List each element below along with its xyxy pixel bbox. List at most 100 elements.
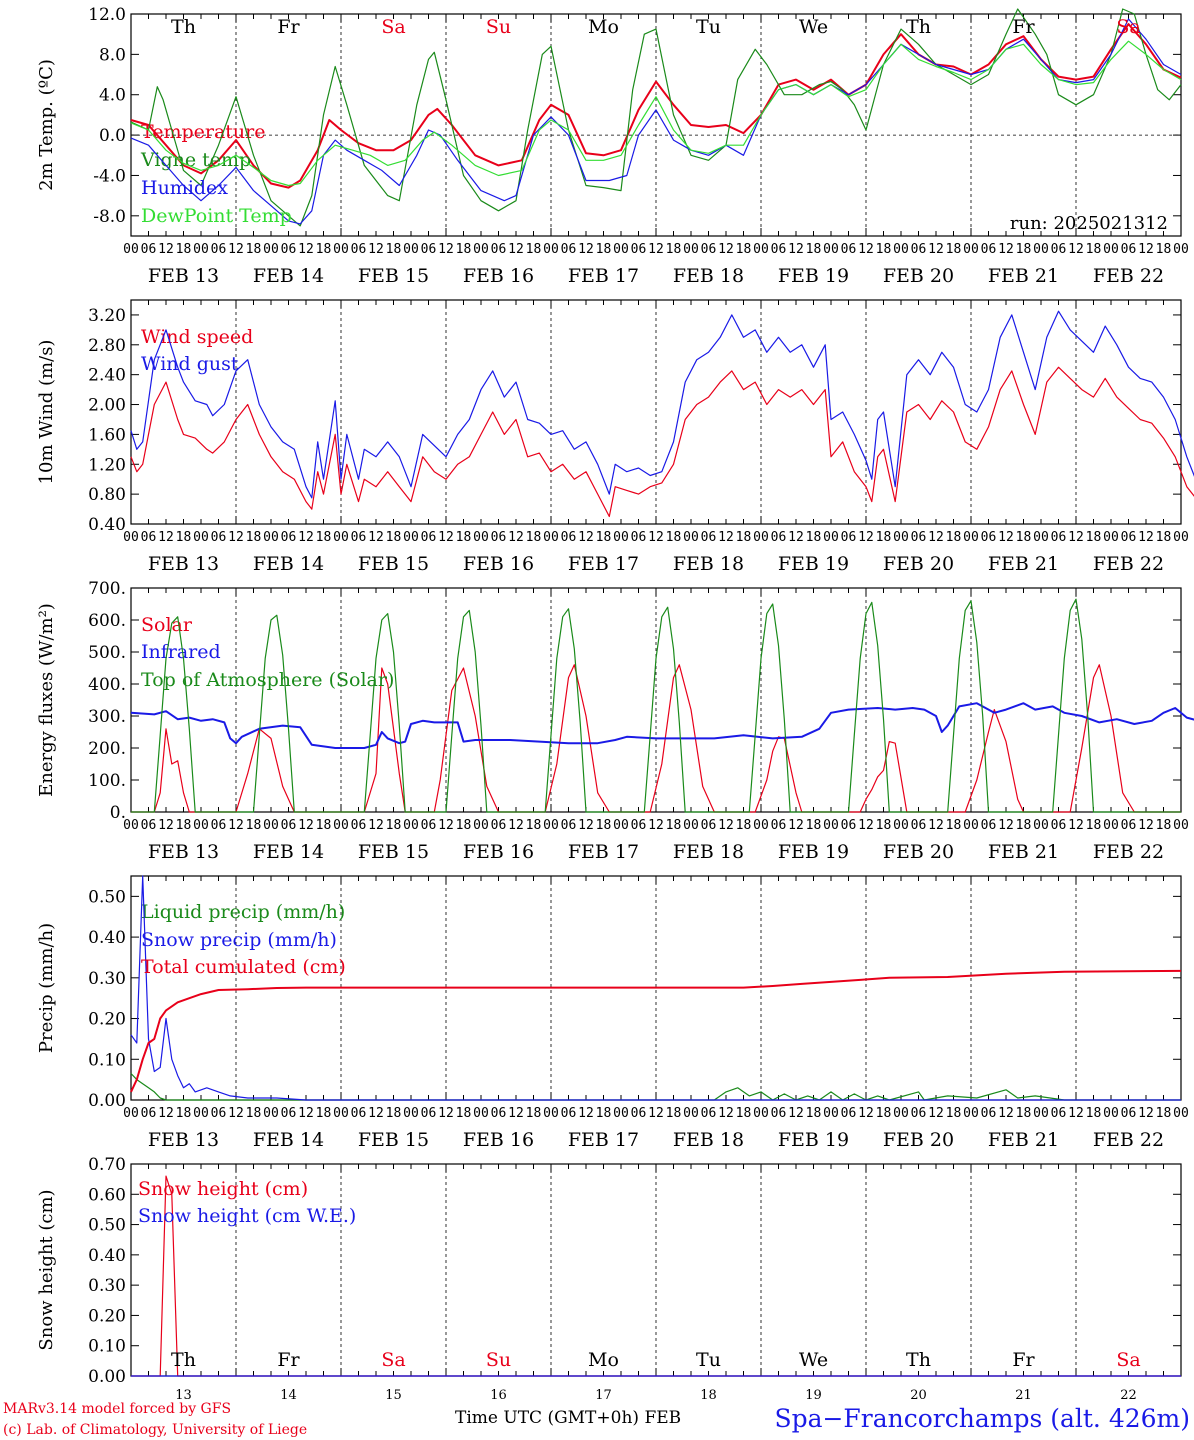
y-tick-label: 2.80 (88, 336, 126, 356)
hour-tick-label: 18 (526, 818, 542, 833)
hour-tick-label: 00 (1033, 530, 1049, 545)
hour-tick-label: 12 (158, 242, 174, 257)
hour-tick-label: 06 (771, 818, 787, 833)
date-label: FEB 15 (358, 265, 429, 287)
date-label: FEB 14 (253, 553, 324, 575)
hour-tick-label: 12 (508, 242, 524, 257)
legend-entry: Snow height (cm) (138, 1178, 308, 1200)
y-tick-label: 12.0 (88, 5, 126, 25)
hour-tick-label: 18 (596, 242, 612, 257)
legend-entry: Top of Atmosphere (Solar) (141, 669, 394, 691)
hour-tick-label: 00 (333, 1106, 349, 1121)
hour-tick-label: 06 (841, 1106, 857, 1121)
hour-tick-label: 18 (876, 530, 892, 545)
hour-tick-label: 12 (578, 242, 594, 257)
hour-tick-label: 18 (666, 242, 682, 257)
station-label: Spa−Francorchamps (alt. 426m) (774, 1404, 1190, 1433)
hour-tick-label: 12 (1068, 818, 1084, 833)
hour-tick-label: 12 (928, 818, 944, 833)
hour-tick-label: 18 (386, 818, 402, 833)
hour-tick-label: 18 (736, 1106, 752, 1121)
y-tick-label: 2.40 (88, 366, 126, 386)
hour-tick-label: 00 (1103, 242, 1119, 257)
hour-tick-label: 00 (1173, 1106, 1189, 1121)
hour-tick-label: 06 (281, 818, 297, 833)
date-label: FEB 17 (568, 1129, 639, 1151)
weekday-label: Mo (588, 16, 619, 38)
y-tick-label: 0.70 (88, 1155, 126, 1175)
hour-tick-label: 12 (298, 1106, 314, 1121)
legend-entry: Vigne temp (140, 149, 251, 171)
hour-tick-label: 06 (911, 530, 927, 545)
hour-tick-label: 12 (998, 242, 1014, 257)
series-line (130, 366, 1194, 518)
hour-tick-label: 12 (858, 818, 874, 833)
series-line (130, 969, 1182, 1093)
hour-tick-label: 06 (841, 242, 857, 257)
date-label: FEB 17 (568, 265, 639, 287)
hour-tick-label: 12 (368, 1106, 384, 1121)
y-tick-label: -4.0 (93, 166, 126, 186)
hour-tick-label: 12 (648, 242, 664, 257)
date-label: FEB 21 (988, 553, 1059, 575)
hour-tick-label: 00 (683, 530, 699, 545)
weekday-label: Th (906, 1349, 931, 1371)
hour-tick-label: 18 (666, 1106, 682, 1121)
run-annotation: run: 2025021312 (1010, 213, 1168, 234)
hour-tick-label: 18 (876, 1106, 892, 1121)
hour-tick-label: 18 (946, 1106, 962, 1121)
weekday-label: Fr (1012, 16, 1035, 38)
hour-tick-label: 06 (631, 530, 647, 545)
hour-tick-label: 00 (823, 1106, 839, 1121)
hour-tick-label: 00 (823, 530, 839, 545)
y-tick-label: 100. (88, 771, 126, 791)
hour-tick-label: 00 (753, 530, 769, 545)
hour-tick-label: 06 (351, 1106, 367, 1121)
hour-tick-label: 12 (368, 818, 384, 833)
hour-tick-label: 12 (1138, 530, 1154, 545)
hour-tick-label: 12 (298, 530, 314, 545)
hour-tick-label: 06 (281, 530, 297, 545)
hour-tick-label: 00 (473, 530, 489, 545)
hour-tick-label: 18 (1016, 530, 1032, 545)
hour-tick-label: 12 (718, 242, 734, 257)
hour-tick-label: 18 (526, 530, 542, 545)
day-number-label: 17 (595, 1388, 612, 1403)
weekday-label: Th (171, 1349, 196, 1371)
hour-tick-label: 06 (771, 242, 787, 257)
panel-4: 0.00 0.10 0.20 0.30 0.40 0.50 Precip (mm/h) Liq… (36, 875, 1189, 1151)
hour-tick-label: 00 (123, 242, 139, 257)
series-line (130, 1073, 1181, 1101)
y-axis-title: Snow height (cm) (36, 1189, 57, 1350)
hour-tick-label: 00 (613, 530, 629, 545)
date-label: FEB 18 (673, 841, 744, 863)
hour-tick-label: 12 (998, 1106, 1014, 1121)
y-tick-label: 0.00 (88, 1367, 126, 1387)
y-tick-label: 0.40 (88, 515, 126, 535)
y-tick-label: 0.30 (88, 1276, 126, 1296)
hour-tick-label: 00 (543, 1106, 559, 1121)
hour-tick-label: 12 (578, 1106, 594, 1121)
hour-tick-label: 18 (246, 818, 262, 833)
hour-tick-label: 12 (438, 530, 454, 545)
hour-tick-label: 18 (526, 242, 542, 257)
y-tick-label: 0.80 (88, 485, 126, 505)
hour-tick-label: 12 (578, 818, 594, 833)
legend-entry: Snow height (cm W.E.) (138, 1205, 356, 1227)
date-label: FEB 14 (253, 841, 324, 863)
hour-tick-label: 12 (1068, 530, 1084, 545)
hour-tick-label: 06 (351, 242, 367, 257)
date-label: FEB 21 (988, 1129, 1059, 1151)
hour-tick-label: 18 (596, 530, 612, 545)
hour-tick-label: 18 (386, 530, 402, 545)
hour-tick-label: 06 (491, 818, 507, 833)
hour-tick-label: 06 (141, 242, 157, 257)
hour-tick-label: 00 (193, 818, 209, 833)
hour-tick-label: 00 (1173, 242, 1189, 257)
hour-tick-label: 12 (788, 530, 804, 545)
panel-3: 0. 100. 200. 300. 400. 500. 600. 700. Energy flu… (36, 579, 1194, 863)
hour-tick-label: 06 (981, 818, 997, 833)
hour-tick-label: 06 (351, 818, 367, 833)
date-label: FEB 21 (988, 841, 1059, 863)
hour-tick-label: 00 (683, 242, 699, 257)
